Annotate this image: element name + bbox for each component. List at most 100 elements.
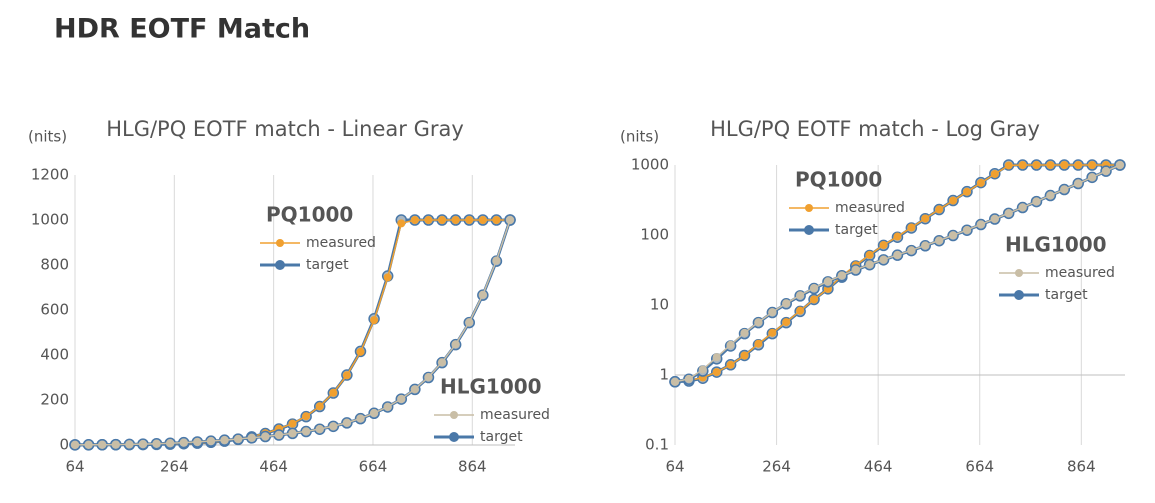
legend-label: target: [480, 429, 523, 445]
y-axis-label: (nits): [28, 128, 67, 146]
legend-marker: [1014, 290, 1024, 300]
legend-title: HLG1000: [1005, 233, 1107, 257]
data-point: [893, 232, 902, 241]
data-point: [782, 299, 791, 308]
data-point: [754, 318, 763, 327]
data-point: [1032, 197, 1041, 206]
data-point: [288, 429, 297, 438]
data-point: [976, 220, 985, 229]
data-point: [935, 205, 944, 214]
data-point: [1115, 161, 1124, 169]
y-tick-label: 600: [40, 301, 69, 319]
data-point: [907, 223, 916, 232]
data-point: [356, 414, 365, 423]
chart-title: HLG/PQ EOTF match - Log Gray: [710, 117, 1040, 141]
legend-label: measured: [1045, 265, 1115, 281]
data-point: [125, 440, 134, 449]
legend-label: target: [306, 257, 349, 273]
data-point: [712, 353, 721, 362]
data-point: [768, 328, 777, 337]
legend-marker: [805, 204, 813, 212]
data-point: [1004, 209, 1013, 218]
data-point: [492, 216, 501, 224]
x-tick-label: 264: [160, 458, 189, 476]
y-tick-label: 1: [659, 366, 669, 384]
data-point: [71, 440, 79, 449]
data-point: [1088, 161, 1097, 169]
data-point: [329, 422, 338, 431]
data-point: [712, 368, 721, 377]
page-title: HDR EOTF Match: [54, 14, 310, 45]
data-point: [206, 437, 215, 446]
series-line: [74, 219, 511, 446]
legend-marker: [1015, 269, 1023, 277]
y-tick-label: 1200: [31, 166, 69, 184]
data-point: [315, 402, 324, 411]
data-point: [879, 255, 888, 264]
legend-title: PQ1000: [795, 168, 882, 192]
data-point: [438, 358, 447, 367]
data-point: [370, 316, 379, 325]
legend-title: PQ1000: [266, 203, 353, 227]
data-point: [990, 214, 999, 223]
data-point: [329, 388, 338, 397]
data-point: [949, 196, 958, 205]
data-point: [990, 169, 999, 178]
y-tick-label: 0.1: [645, 436, 669, 454]
data-point: [397, 219, 406, 228]
data-point: [152, 439, 161, 448]
data-point: [754, 339, 763, 348]
data-point: [1046, 161, 1055, 169]
legend-marker: [276, 239, 284, 247]
legend-label: measured: [835, 200, 905, 216]
data-point: [740, 351, 749, 360]
legend-label: measured: [480, 407, 550, 423]
data-point: [410, 385, 419, 394]
data-point: [193, 437, 202, 446]
data-point: [810, 283, 819, 292]
data-point: [962, 187, 971, 196]
x-tick-label: 64: [65, 458, 84, 476]
data-point: [315, 425, 324, 434]
data-point: [823, 277, 832, 286]
legend-marker: [804, 225, 814, 235]
x-tick-label: 464: [259, 458, 288, 476]
y-tick-label: 10: [650, 296, 669, 314]
data-point: [397, 394, 406, 403]
data-point: [465, 318, 474, 327]
data-point: [438, 216, 447, 224]
data-point: [726, 340, 735, 349]
series-line: [74, 219, 512, 447]
data-point: [935, 236, 944, 245]
data-point: [796, 306, 805, 315]
data-point: [851, 265, 860, 274]
data-point: [796, 291, 805, 300]
data-point: [907, 246, 916, 255]
data-point: [698, 365, 707, 374]
data-point: [976, 178, 985, 187]
data-point: [98, 440, 107, 449]
data-point: [465, 216, 474, 224]
data-point: [879, 240, 888, 249]
data-point: [768, 308, 777, 317]
data-point: [865, 260, 874, 269]
x-tick-label: 464: [864, 458, 893, 476]
data-point: [288, 419, 297, 428]
legend-marker: [449, 432, 459, 442]
data-point: [810, 295, 819, 304]
data-point: [478, 216, 487, 224]
data-point: [962, 225, 971, 234]
series-line: [74, 218, 511, 447]
legend-label: measured: [306, 235, 376, 251]
data-point: [1060, 161, 1069, 169]
data-point: [342, 371, 351, 380]
data-point: [1004, 161, 1013, 170]
y-tick-label: 100: [640, 226, 669, 244]
legend-marker: [450, 411, 458, 419]
y-tick-label: 1000: [631, 156, 669, 174]
data-point: [865, 250, 874, 259]
data-point: [424, 216, 433, 224]
data-point: [1060, 185, 1069, 194]
data-point: [274, 430, 283, 439]
